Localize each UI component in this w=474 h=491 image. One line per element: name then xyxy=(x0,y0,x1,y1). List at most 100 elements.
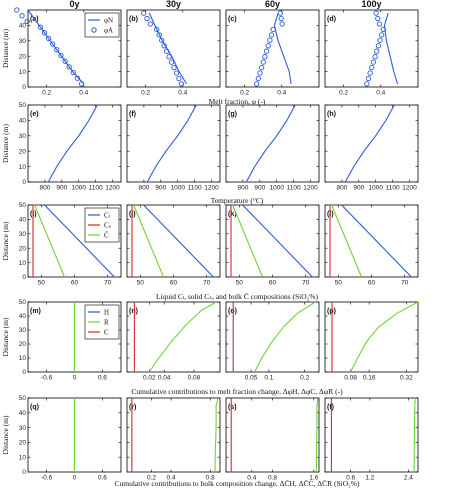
panel-label: (h) xyxy=(327,111,336,118)
axes-frame xyxy=(324,104,419,183)
x-tick-label: 0.1 xyxy=(264,375,273,382)
x-tick-label: 0.32 xyxy=(400,375,413,382)
x-tick-label: 1100 xyxy=(89,185,103,192)
y-tick-label: 40 xyxy=(19,217,27,224)
melt-fraction-point xyxy=(141,10,147,16)
composition-line xyxy=(232,204,264,278)
melt-fraction-point xyxy=(380,26,386,33)
melt-fraction-point xyxy=(66,64,72,70)
y-tick-label: 10 xyxy=(19,355,27,362)
row-xlabel: Melt fraction, φ (-) xyxy=(209,97,266,106)
melt-fraction-point xyxy=(260,59,266,65)
axes-frame xyxy=(126,397,221,473)
melt-fraction-point xyxy=(176,75,182,82)
melt-fraction-point xyxy=(156,32,162,38)
axes-frame xyxy=(324,9,419,88)
y-tick-label: 0 xyxy=(22,84,26,91)
x-tick-label: 1200 xyxy=(105,185,120,192)
x-tick-label: 800 xyxy=(237,185,248,192)
x-tick-label: 0.4 xyxy=(178,90,187,97)
x-tick-label: 1100 xyxy=(287,185,301,192)
contribution-r-line xyxy=(254,301,316,373)
x-tick-label: 0.2 xyxy=(141,90,150,97)
melt-fraction-point xyxy=(144,15,150,22)
x-tick-label: 1.6 xyxy=(309,475,318,482)
melt-fraction-point xyxy=(364,81,370,87)
melt-fraction-point xyxy=(78,81,85,87)
y-tick-label: 0 xyxy=(22,469,26,476)
axes-frame xyxy=(324,397,419,473)
melt-fraction-line xyxy=(273,12,292,84)
melt-fraction-point xyxy=(376,21,383,27)
axes-frame xyxy=(225,397,320,473)
x-tick-label: 0.8 xyxy=(206,475,215,482)
melt-fraction-point xyxy=(166,54,172,60)
x-tick-label: 0.08 xyxy=(188,375,201,382)
composition-line xyxy=(133,204,165,278)
melt-fraction-line xyxy=(148,12,187,85)
panel-label: (t) xyxy=(327,404,334,411)
x-tick-label: 0 xyxy=(73,375,77,382)
x-tick-label: 0.16 xyxy=(363,375,376,382)
melt-fraction-point xyxy=(50,41,56,47)
legend-entry: C̄ xyxy=(104,232,109,240)
x-tick-label: 0.02 xyxy=(143,375,156,382)
x-tick-label: 0.2 xyxy=(300,375,309,382)
y-tick-label: 10 xyxy=(19,454,27,461)
x-tick-label: 900 xyxy=(353,185,364,192)
melt-fraction-point xyxy=(367,70,373,76)
x-tick-label: 0.2 xyxy=(42,90,51,97)
x-tick-label: 60 xyxy=(71,280,79,287)
x-tick-label: 70 xyxy=(104,280,112,287)
x-tick-label: 0.05 xyxy=(245,375,258,382)
y-tick-label: 50 xyxy=(19,299,27,306)
axes-frame xyxy=(126,9,221,88)
melt-fraction-point xyxy=(159,37,165,43)
panel-label: (c) xyxy=(228,16,237,23)
x-tick-label: 0.2 xyxy=(240,90,249,97)
melt-fraction-point xyxy=(154,26,160,33)
x-tick-label: -0.6 xyxy=(41,475,53,482)
x-tick-label: 1200 xyxy=(303,185,318,192)
melt-fraction-point xyxy=(163,48,170,54)
x-tick-label: 800 xyxy=(138,185,149,192)
column-title: 30y xyxy=(166,0,181,9)
row-ylabel: Distance (m) xyxy=(1,124,10,163)
y-tick-label: 20 xyxy=(19,148,27,155)
y-tick-label: 30 xyxy=(19,425,27,432)
melt-fraction-point xyxy=(365,75,372,82)
legend-entry: C xyxy=(104,329,109,337)
panel-label: (b) xyxy=(129,16,138,23)
x-tick-label: 0.6 xyxy=(98,375,107,382)
row-xlabel: Temperature (°C) xyxy=(211,196,264,205)
melt-fraction-point xyxy=(370,59,377,65)
row-xlabel: Cumulative contributions to melt fractio… xyxy=(131,387,343,396)
melt-fraction-point xyxy=(178,81,185,87)
x-tick-label: 70 xyxy=(302,280,310,287)
melt-fraction-point xyxy=(24,18,30,25)
x-tick-label: 60 xyxy=(368,280,376,287)
axes-frame xyxy=(225,301,320,373)
axes-frame xyxy=(126,204,221,278)
panel-label: (f) xyxy=(129,111,136,118)
y-tick-label: 30 xyxy=(19,327,27,334)
axes-frame xyxy=(27,9,122,88)
x-tick-label: 70 xyxy=(203,280,211,287)
panel-label: (q) xyxy=(30,404,39,411)
y-tick-label: 10 xyxy=(19,260,27,267)
x-tick-label: 1000 xyxy=(269,185,284,192)
y-tick-label: 0 xyxy=(22,369,26,376)
panel-label: (e) xyxy=(30,111,39,118)
axes-frame xyxy=(324,204,419,278)
x-tick-label: 1000 xyxy=(170,185,185,192)
column-title: 0y xyxy=(69,0,79,9)
row-ylabel: Distance (m) xyxy=(1,221,10,260)
composition-line xyxy=(331,204,363,278)
x-tick-label: 0.2 xyxy=(147,475,156,482)
panel-label: (s) xyxy=(228,404,237,411)
x-tick-label: 0.4 xyxy=(79,90,88,97)
row-ylabel: Distance (m) xyxy=(1,317,10,356)
axes-frame xyxy=(126,301,221,373)
axes-frame xyxy=(225,9,320,88)
melt-fraction-point xyxy=(270,26,276,33)
